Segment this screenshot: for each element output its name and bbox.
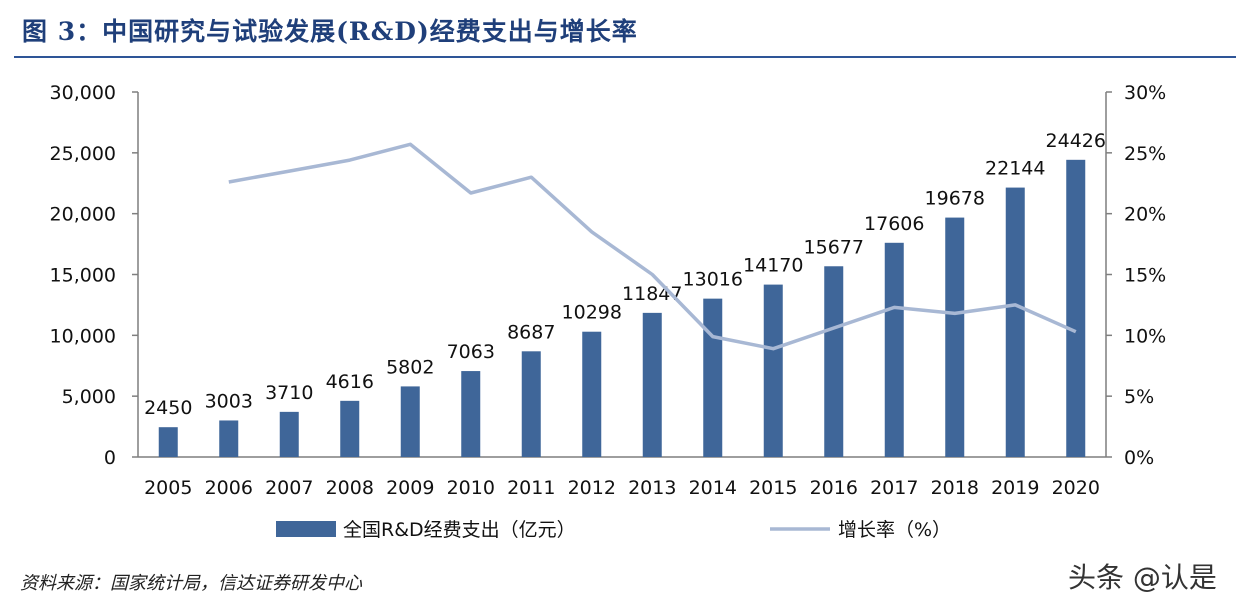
data-label: 3003	[205, 390, 253, 412]
data-label: 15677	[804, 236, 864, 258]
y-tick-label: 25,000	[50, 143, 116, 165]
x-tick-label: 2019	[991, 477, 1039, 499]
bar	[340, 400, 360, 457]
y2-tick-label: 25%	[1124, 143, 1166, 165]
title-divider	[14, 56, 1236, 58]
data-label: 8687	[507, 321, 555, 343]
watermark: 头条 @认是	[1068, 561, 1217, 594]
bar	[400, 386, 420, 457]
bar	[158, 427, 178, 457]
y-tick-label: 15,000	[50, 265, 116, 287]
y-tick-label: 30,000	[50, 82, 116, 104]
data-label: 22144	[985, 158, 1045, 180]
x-tick-label: 2020	[1052, 477, 1100, 499]
x-tick-label: 2006	[205, 477, 253, 499]
data-label: 7063	[447, 341, 495, 363]
bar	[461, 371, 481, 457]
x-tick-label: 2012	[568, 477, 616, 499]
y2-tick-label: 15%	[1124, 265, 1166, 287]
x-tick-label: 2015	[749, 477, 797, 499]
bar	[219, 420, 239, 457]
y2-tick-label: 20%	[1124, 204, 1166, 226]
bar	[582, 331, 602, 457]
data-label: 24426	[1046, 130, 1106, 152]
y-tick-label: 0	[104, 447, 116, 469]
chart-title: 图 3：中国研究与试验发展(R&D)经费支出与增长率	[22, 17, 638, 46]
data-label: 3710	[265, 382, 313, 404]
bar	[763, 284, 783, 457]
bar	[884, 242, 904, 457]
data-label: 2450	[144, 397, 192, 419]
x-tick-label: 2017	[870, 477, 918, 499]
bar	[824, 266, 844, 457]
bar	[521, 351, 541, 457]
x-tick-label: 2008	[326, 477, 374, 499]
x-tick-label: 2018	[931, 477, 979, 499]
x-tick-label: 2011	[507, 477, 555, 499]
x-tick-label: 2010	[447, 477, 495, 499]
legend-bar-label: 全国R&D经费支出（亿元）	[343, 519, 576, 541]
x-tick-label: 2005	[144, 477, 192, 499]
source-note: 资料来源：国家统计局，信达证券研发中心	[20, 573, 362, 594]
data-label: 10298	[562, 302, 622, 324]
y2-tick-label: 30%	[1124, 82, 1166, 104]
legend-bar-swatch	[276, 521, 336, 537]
x-tick-label: 2016	[810, 477, 858, 499]
bar	[945, 217, 965, 457]
x-tick-label: 2014	[689, 477, 737, 499]
data-label: 4616	[326, 371, 374, 393]
growth-line	[228, 142, 1077, 351]
bar	[1066, 159, 1086, 457]
bar	[703, 298, 723, 457]
x-tick-label: 2007	[265, 477, 313, 499]
y2-tick-label: 5%	[1124, 386, 1154, 408]
bar	[642, 312, 662, 457]
y-tick-label: 5,000	[62, 386, 116, 408]
data-label: 19678	[925, 188, 985, 210]
legend-line-label: 增长率（%）	[838, 519, 951, 541]
x-tick-label: 2013	[628, 477, 676, 499]
y-tick-label: 20,000	[50, 204, 116, 226]
x-tick-label: 2009	[386, 477, 434, 499]
data-label: 5802	[386, 356, 434, 378]
data-label: 17606	[864, 213, 924, 235]
y2-tick-label: 10%	[1124, 325, 1166, 347]
bar	[279, 411, 299, 457]
data-label: 13016	[683, 269, 743, 291]
y-tick-label: 10,000	[50, 325, 116, 347]
bar	[1005, 187, 1025, 457]
y2-tick-label: 0%	[1124, 447, 1154, 469]
data-label: 14170	[743, 255, 803, 277]
